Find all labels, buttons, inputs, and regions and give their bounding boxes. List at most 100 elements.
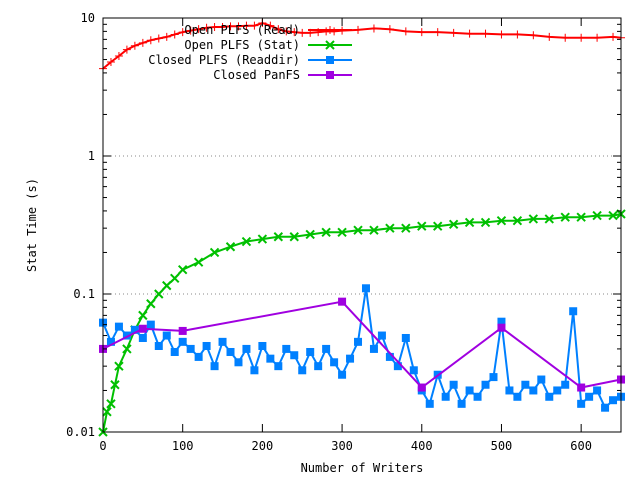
data-point bbox=[177, 264, 188, 275]
data-point bbox=[601, 403, 610, 412]
plot-frame bbox=[102, 17, 622, 433]
data-point bbox=[298, 28, 307, 37]
data-point bbox=[473, 392, 482, 401]
data-point bbox=[609, 396, 618, 405]
data-point bbox=[242, 21, 251, 30]
data-point bbox=[225, 242, 236, 252]
x-tick-label: 600 bbox=[570, 439, 592, 453]
data-point bbox=[369, 225, 379, 235]
data-point bbox=[361, 284, 370, 293]
data-point bbox=[138, 310, 148, 321]
data-point bbox=[193, 257, 204, 267]
legend-entry-label: Open PLFS (Stat) bbox=[184, 38, 300, 52]
data-point bbox=[465, 386, 474, 395]
data-point bbox=[322, 27, 331, 36]
y-tick-label: 1 bbox=[88, 149, 95, 163]
legend-swatch-marker bbox=[326, 56, 334, 64]
data-point bbox=[489, 373, 498, 382]
data-point bbox=[529, 386, 538, 395]
data-point bbox=[417, 383, 426, 392]
data-point bbox=[114, 52, 123, 61]
data-point bbox=[545, 32, 554, 41]
data-point bbox=[162, 331, 171, 340]
data-point bbox=[266, 354, 275, 363]
data-point bbox=[110, 380, 120, 390]
data-point bbox=[106, 57, 115, 66]
legend: Open PLFS (Read)Open PLFS (Stat)Closed P… bbox=[148, 23, 352, 82]
data-point bbox=[218, 337, 227, 346]
data-point bbox=[257, 234, 268, 244]
data-point bbox=[138, 324, 147, 333]
data-point bbox=[154, 289, 164, 299]
data-point bbox=[528, 214, 539, 224]
data-point bbox=[441, 392, 450, 401]
data-point bbox=[102, 407, 112, 417]
data-point bbox=[218, 23, 227, 32]
data-point bbox=[513, 392, 522, 401]
data-point bbox=[274, 362, 283, 371]
data-point bbox=[544, 214, 554, 224]
legend-swatch-marker bbox=[326, 26, 334, 34]
x-tick-label: 500 bbox=[491, 439, 513, 453]
data-point bbox=[282, 344, 291, 353]
data-point bbox=[146, 299, 156, 309]
data-point bbox=[545, 392, 554, 401]
data-point bbox=[122, 344, 132, 354]
y-axis-label: Stat Time (s) bbox=[25, 178, 39, 272]
data-point bbox=[481, 29, 490, 38]
data-point bbox=[496, 215, 507, 226]
data-point bbox=[560, 212, 570, 222]
x-tick-label: 400 bbox=[411, 439, 433, 453]
data-point bbox=[186, 344, 195, 353]
data-point bbox=[529, 31, 538, 40]
data-point bbox=[138, 333, 147, 342]
data-point bbox=[369, 24, 378, 33]
data-point bbox=[576, 212, 586, 222]
data-point bbox=[464, 217, 475, 228]
data-point bbox=[609, 32, 618, 41]
data-point bbox=[585, 392, 594, 401]
data-point bbox=[513, 30, 522, 39]
data-point bbox=[401, 27, 410, 36]
data-point bbox=[385, 25, 394, 34]
data-point bbox=[465, 29, 474, 38]
data-point bbox=[425, 399, 434, 408]
data-point bbox=[250, 366, 259, 375]
data-point bbox=[385, 223, 395, 233]
data-point bbox=[202, 341, 211, 350]
data-point bbox=[553, 386, 562, 395]
data-point bbox=[417, 221, 427, 231]
data-point bbox=[266, 21, 275, 30]
data-point bbox=[577, 383, 586, 392]
data-point bbox=[505, 386, 514, 395]
data-point bbox=[274, 25, 283, 34]
data-point bbox=[369, 344, 378, 353]
data-point bbox=[226, 347, 235, 356]
data-point bbox=[314, 362, 323, 371]
series-line bbox=[102, 300, 622, 389]
data-point bbox=[521, 380, 530, 389]
data-point bbox=[178, 28, 187, 37]
data-point bbox=[561, 380, 570, 389]
data-point bbox=[354, 337, 363, 346]
data-point bbox=[608, 210, 618, 221]
data-point bbox=[194, 25, 203, 34]
data-point bbox=[353, 225, 363, 235]
series-line bbox=[102, 288, 622, 410]
data-point bbox=[138, 38, 147, 47]
data-point bbox=[106, 337, 115, 346]
data-point bbox=[202, 23, 211, 32]
data-point bbox=[282, 27, 291, 36]
data-point bbox=[154, 341, 163, 350]
data-point bbox=[273, 232, 284, 242]
data-point bbox=[290, 28, 299, 37]
data-point bbox=[241, 236, 252, 247]
data-point bbox=[210, 362, 219, 371]
data-point bbox=[186, 26, 195, 35]
data-point bbox=[577, 399, 586, 408]
data-point bbox=[433, 28, 442, 37]
data-point bbox=[401, 223, 411, 233]
data-point bbox=[577, 33, 586, 42]
data-point bbox=[114, 361, 124, 371]
data-point bbox=[592, 210, 602, 221]
